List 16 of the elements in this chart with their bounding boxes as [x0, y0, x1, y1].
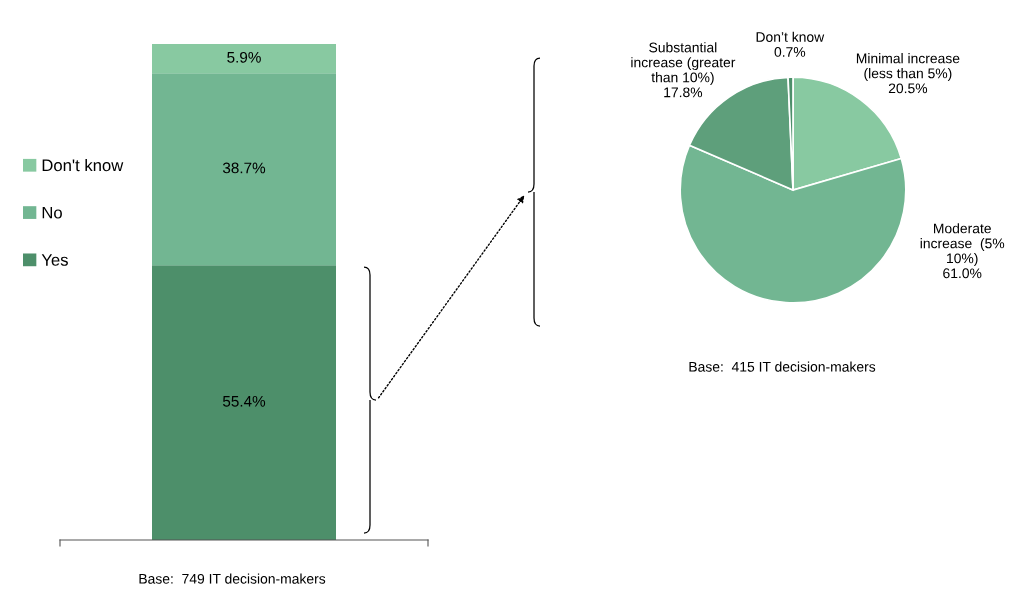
- slice-label: Moderate increase (5% 10%): [920, 223, 1005, 266]
- data-label: 17.8%: [664, 87, 703, 98]
- data-label: 0.7%: [774, 47, 806, 57]
- legend-label: No: [42, 206, 62, 219]
- data-label: 61.0%: [943, 268, 982, 279]
- text: Base: 415 IT decision-makers: [689, 361, 876, 372]
- data-label: 5.9%: [227, 51, 261, 63]
- data-label: 55.4%: [222, 395, 266, 407]
- data-label: 38.7%: [222, 162, 266, 174]
- legend-label: Yes: [41, 254, 68, 266]
- slice-label: Don’t know: [756, 31, 825, 42]
- slice-label: Substantial increase (greater than 10%): [631, 42, 736, 86]
- text: Base: 749 IT decision-makers: [139, 573, 326, 584]
- legend-label: Don't know: [42, 158, 124, 172]
- slice-label: Minimal increase (less than 5%): [856, 53, 960, 82]
- data-label: 20.5%: [888, 83, 928, 94]
